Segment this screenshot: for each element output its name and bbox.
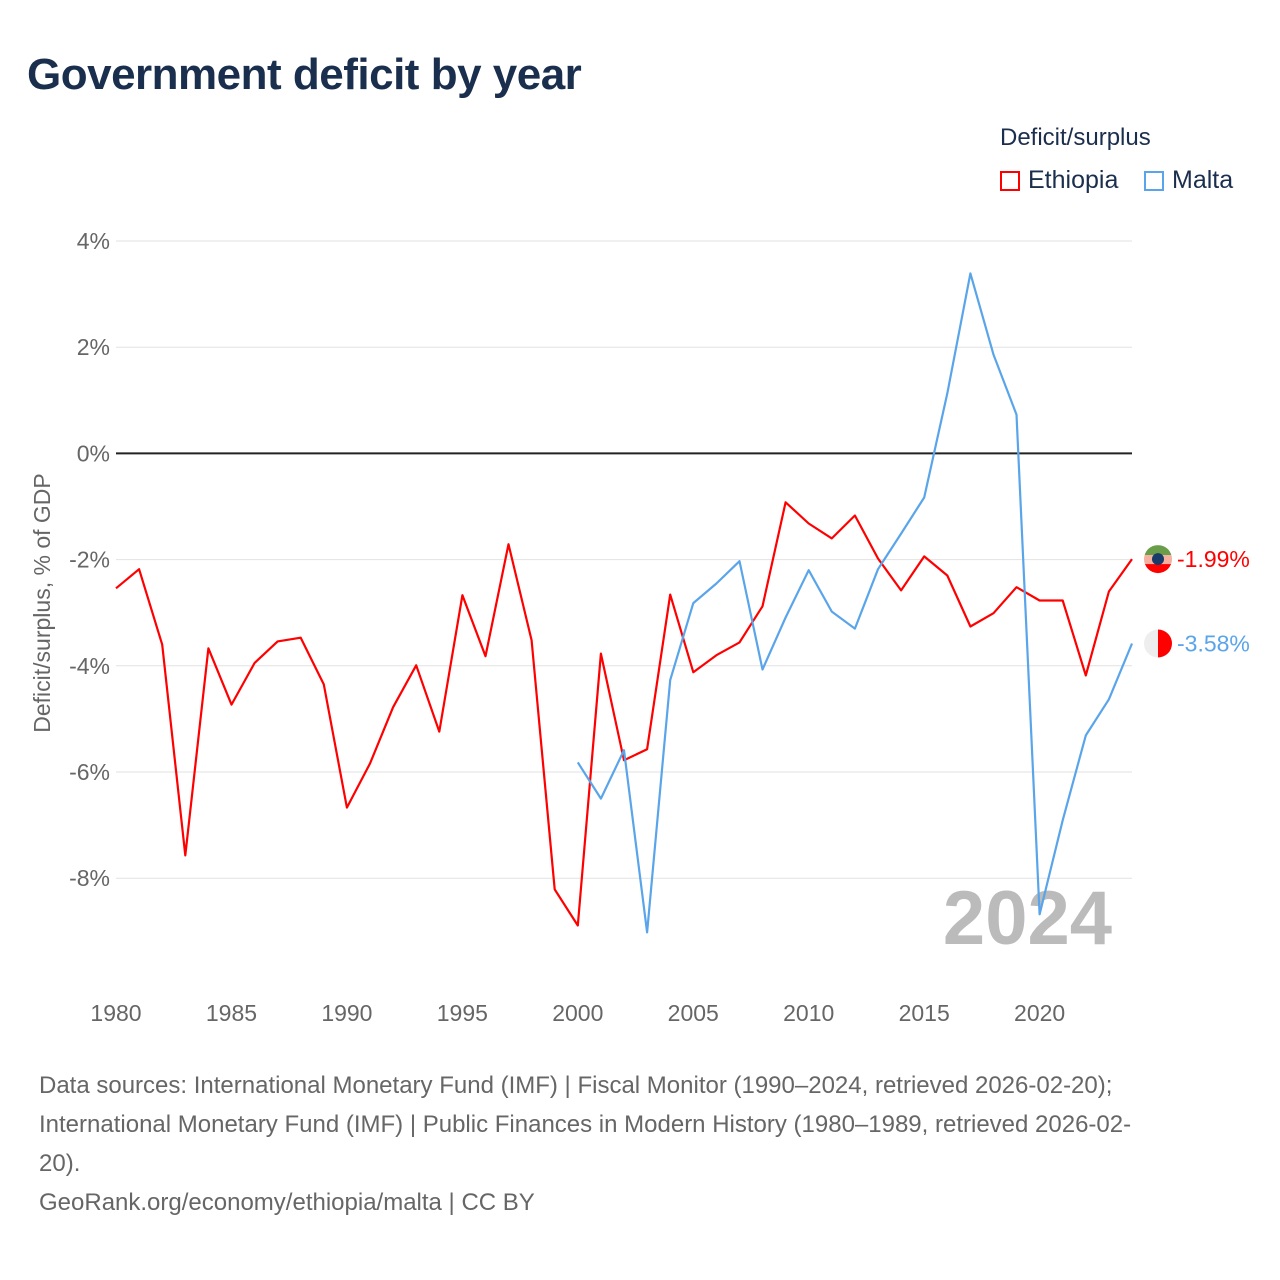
y-tick-label: -4% [69,653,110,679]
legend-label: Malta [1172,166,1234,194]
x-tick-label: 2015 [899,1000,950,1026]
y-tick-label: 4% [77,228,110,254]
chart-title: Government deficit by year [27,50,582,99]
y-axis-label: Deficit/surplus, % of GDP [29,473,55,732]
line-chart: 4% 2% 0% -2% -4% -6% -8% 1980 1985 1990 1995 2000 20… [29,228,1250,1026]
x-tick-label: 2020 [1014,1000,1065,1026]
legend-label: Ethiopia [1028,166,1119,194]
attribution-link[interactable]: GeoRank.org/economy/ethiopia/malta | CC … [39,1189,535,1216]
series-line-malta [576,272,1134,934]
y-tick-label: 2% [77,334,110,360]
x-tick-label: 1990 [321,1000,372,1026]
flag-icon-ethiopia [1144,545,1172,574]
x-tick-label: 1980 [90,1000,141,1026]
y-tick-label: -6% [69,759,110,785]
legend-swatch-ethiopia [1000,170,1020,191]
x-tick-label: 2010 [783,1000,834,1026]
x-tick-label: 1995 [437,1000,488,1026]
x-tick-label: 2000 [552,1000,603,1026]
legend-title: Deficit/surplus [1000,124,1151,151]
series-line-ethiopia [115,501,1133,927]
x-tick-label: 2005 [668,1000,719,1026]
source-line: 20). [39,1150,81,1177]
legend-item-ethiopia[interactable]: Ethiopia [1000,166,1118,195]
x-tick-label: 1985 [206,1000,257,1026]
legend-item-malta[interactable]: Malta [1144,166,1233,195]
end-value-label: -3.58% [1177,630,1250,656]
year-watermark: 2024 [943,876,1112,961]
y-tick-label: -8% [69,865,110,891]
y-tick-label: -2% [69,547,110,573]
y-tick-label: 0% [77,440,110,466]
end-value-label: -1.99% [1177,546,1250,572]
sources-footer: Data sources: International Monetary Fun… [39,1066,1239,1222]
flag-icon-malta [1144,629,1172,658]
source-line: Data sources: International Monetary Fun… [39,1072,1113,1099]
legend-swatch-malta [1144,170,1164,191]
source-line: International Monetary Fund (IMF) | Publ… [39,1111,1132,1138]
